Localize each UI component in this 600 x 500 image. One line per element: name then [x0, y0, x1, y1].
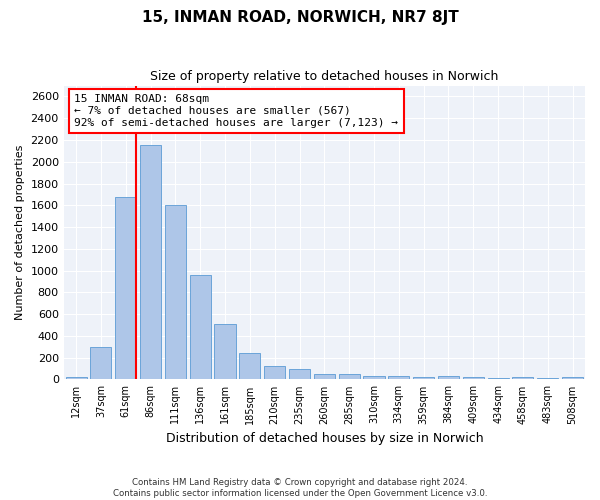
Text: 15 INMAN ROAD: 68sqm
← 7% of detached houses are smaller (567)
92% of semi-detac: 15 INMAN ROAD: 68sqm ← 7% of detached ho…: [74, 94, 398, 128]
Bar: [115, 196, 136, 380]
Bar: [140, 146, 161, 380]
Bar: [314, 374, 335, 380]
Y-axis label: Number of detached properties: Number of detached properties: [15, 145, 25, 320]
Text: Contains HM Land Registry data © Crown copyright and database right 2024.
Contai: Contains HM Land Registry data © Crown c…: [113, 478, 487, 498]
Bar: [65, 376, 86, 380]
Bar: [264, 366, 285, 380]
Bar: [190, 275, 211, 380]
Bar: [438, 376, 459, 380]
Bar: [463, 378, 484, 380]
Bar: [165, 206, 186, 380]
Bar: [364, 376, 385, 380]
Title: Size of property relative to detached houses in Norwich: Size of property relative to detached ho…: [150, 70, 499, 83]
Bar: [214, 324, 236, 380]
Bar: [91, 347, 112, 380]
X-axis label: Distribution of detached houses by size in Norwich: Distribution of detached houses by size …: [166, 432, 483, 445]
Bar: [488, 378, 509, 380]
Bar: [413, 378, 434, 380]
Bar: [537, 378, 559, 380]
Bar: [239, 354, 260, 380]
Text: 15, INMAN ROAD, NORWICH, NR7 8JT: 15, INMAN ROAD, NORWICH, NR7 8JT: [142, 10, 458, 25]
Bar: [289, 368, 310, 380]
Bar: [562, 376, 583, 380]
Bar: [388, 376, 409, 380]
Bar: [512, 376, 533, 380]
Bar: [338, 374, 360, 380]
